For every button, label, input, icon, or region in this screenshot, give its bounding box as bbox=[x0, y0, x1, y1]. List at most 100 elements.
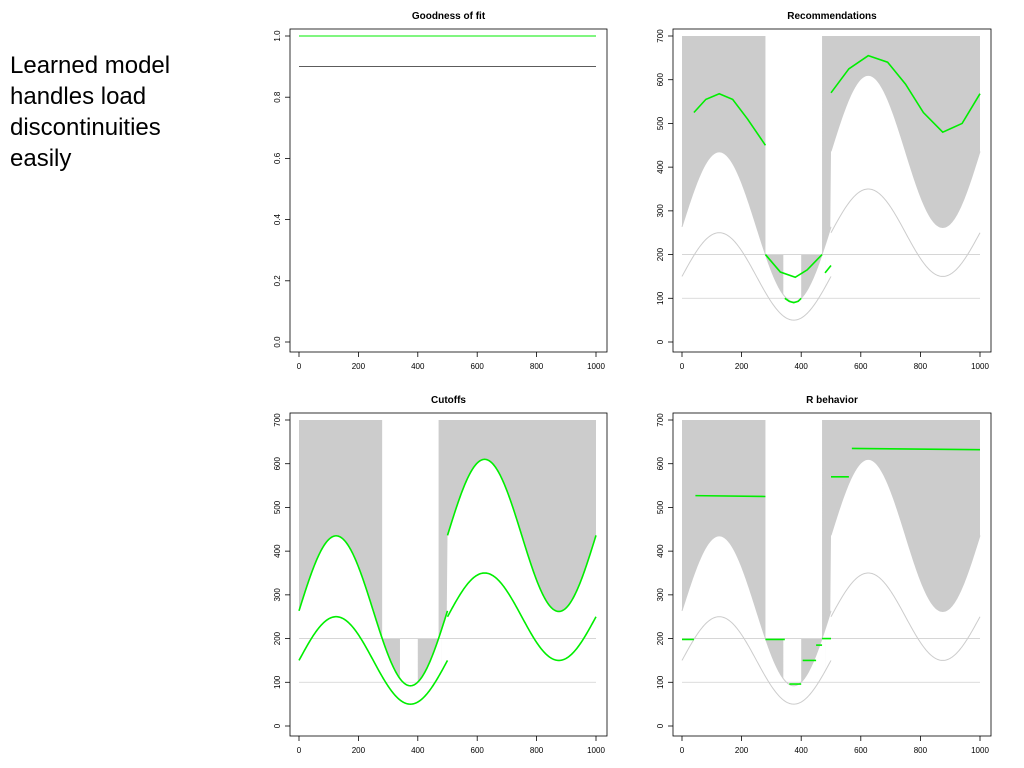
y-tick-label: 0.2 bbox=[273, 275, 282, 287]
y-tick-label: 200 bbox=[656, 247, 665, 261]
y-tick-label: 700 bbox=[656, 413, 665, 427]
plot-frame bbox=[672, 28, 992, 353]
x-tick-label: 1000 bbox=[587, 746, 605, 755]
y-tick-label: 0 bbox=[273, 723, 282, 728]
x-tick-label: 400 bbox=[795, 746, 809, 755]
y-tick-label: 100 bbox=[656, 291, 665, 305]
upper-curve bbox=[681, 535, 832, 687]
upper-band bbox=[438, 420, 596, 639]
x-tick-label: 400 bbox=[795, 362, 809, 371]
band-gap bbox=[918, 254, 968, 277]
lower-curve bbox=[681, 616, 832, 705]
upper-band bbox=[822, 36, 980, 255]
upper-curve bbox=[830, 74, 981, 228]
y-tick-label: 200 bbox=[656, 631, 665, 645]
y-tick-label: 600 bbox=[273, 456, 282, 470]
y-tick-label: 500 bbox=[656, 500, 665, 514]
band-gap bbox=[744, 254, 784, 316]
goodness-of-fit-panel: Goodness of fit 0 200 400 600 800 1000 0.0 0.2 0.… bbox=[273, 11, 608, 371]
panel-title: Cutoffs bbox=[431, 395, 466, 406]
upper-curve bbox=[446, 458, 597, 613]
y-tick-label: 400 bbox=[656, 544, 665, 558]
x-tick-label: 200 bbox=[735, 746, 749, 755]
upper-band bbox=[682, 36, 766, 255]
panel-title: Goodness of fit bbox=[412, 11, 486, 22]
caption-line-2: handles load bbox=[10, 83, 147, 110]
caption-line-3: discontinuities bbox=[10, 114, 161, 141]
y-tick-label: 1.0 bbox=[273, 30, 282, 42]
caption-line-1: Learned model bbox=[10, 52, 171, 79]
band-gap bbox=[534, 638, 584, 661]
x-tick-label: 600 bbox=[471, 746, 485, 755]
x-tick-label: 800 bbox=[530, 362, 544, 371]
upper-band bbox=[682, 420, 766, 639]
x-tick-label: 1000 bbox=[587, 362, 605, 371]
band-gap bbox=[801, 638, 826, 703]
r-behavior-panel: R behavior 0 200 400 600 800 1000 0 100 200 300 400… bbox=[656, 395, 992, 755]
y-tick-label: 400 bbox=[273, 544, 282, 558]
lower-band bbox=[801, 254, 826, 299]
caption-text: Learned model handles load discontinuiti… bbox=[10, 50, 240, 174]
y-tick-label: 0.6 bbox=[273, 152, 282, 164]
upper-curve bbox=[830, 458, 981, 612]
y-tick-label: 0.4 bbox=[273, 213, 282, 225]
cutoffs-panel: Cutoffs 0 200 400 600 800 1000 0 100 200 300 400 500… bbox=[273, 395, 608, 755]
band-gap bbox=[918, 638, 968, 661]
x-tick-label: 800 bbox=[914, 362, 928, 371]
series-line bbox=[851, 447, 981, 451]
y-tick-label: 300 bbox=[656, 204, 665, 218]
upper-curve bbox=[681, 151, 832, 303]
x-tick-label: 1000 bbox=[971, 362, 989, 371]
lower-curve bbox=[681, 232, 832, 321]
y-tick-label: 0.0 bbox=[273, 336, 282, 348]
series-line bbox=[784, 297, 802, 304]
series-line bbox=[695, 494, 766, 498]
y-tick-label: 300 bbox=[656, 588, 665, 602]
band-gap bbox=[417, 638, 442, 703]
x-tick-label: 0 bbox=[680, 746, 685, 755]
y-tick-label: 100 bbox=[656, 675, 665, 689]
band-gap bbox=[744, 638, 784, 700]
x-tick-label: 600 bbox=[471, 362, 485, 371]
plot-frame bbox=[289, 412, 608, 737]
y-tick-label: 500 bbox=[273, 500, 282, 514]
panel-title: Recommendations bbox=[787, 11, 877, 22]
band-gap bbox=[801, 254, 826, 319]
series-line bbox=[693, 92, 767, 146]
y-tick-label: 700 bbox=[273, 413, 282, 427]
y-tick-label: 0.8 bbox=[273, 91, 282, 103]
x-tick-label: 200 bbox=[735, 362, 749, 371]
x-tick-label: 600 bbox=[854, 746, 868, 755]
upper-band bbox=[299, 420, 383, 639]
y-tick-label: 600 bbox=[656, 456, 665, 470]
y-tick-label: 0 bbox=[656, 723, 665, 728]
y-tick-label: 700 bbox=[656, 29, 665, 43]
lower-curve bbox=[298, 615, 449, 705]
lower-curve bbox=[830, 572, 981, 661]
lower-curve bbox=[446, 572, 597, 662]
series-line bbox=[830, 54, 981, 134]
recommendations-panel: Recommendations 0 200 400 600 800 1000 0 100 200 3… bbox=[656, 11, 992, 371]
upper-band bbox=[822, 420, 980, 639]
series-line bbox=[824, 264, 832, 274]
y-tick-label: 0 bbox=[656, 339, 665, 344]
x-tick-label: 800 bbox=[530, 746, 544, 755]
x-tick-label: 800 bbox=[914, 746, 928, 755]
x-tick-label: 0 bbox=[680, 362, 685, 371]
series-line bbox=[764, 254, 823, 279]
plot-frame bbox=[289, 28, 608, 353]
x-tick-label: 600 bbox=[854, 362, 868, 371]
x-tick-label: 0 bbox=[297, 746, 302, 755]
panel-title: R behavior bbox=[806, 395, 858, 406]
upper-curve bbox=[298, 535, 449, 687]
y-tick-label: 300 bbox=[273, 588, 282, 602]
plot-frame bbox=[672, 412, 992, 737]
x-tick-label: 200 bbox=[352, 362, 366, 371]
x-tick-label: 0 bbox=[297, 362, 302, 371]
x-tick-label: 400 bbox=[411, 746, 425, 755]
y-tick-label: 100 bbox=[273, 675, 282, 689]
x-tick-label: 200 bbox=[352, 746, 366, 755]
band-gap bbox=[361, 638, 400, 700]
y-tick-label: 400 bbox=[656, 160, 665, 174]
